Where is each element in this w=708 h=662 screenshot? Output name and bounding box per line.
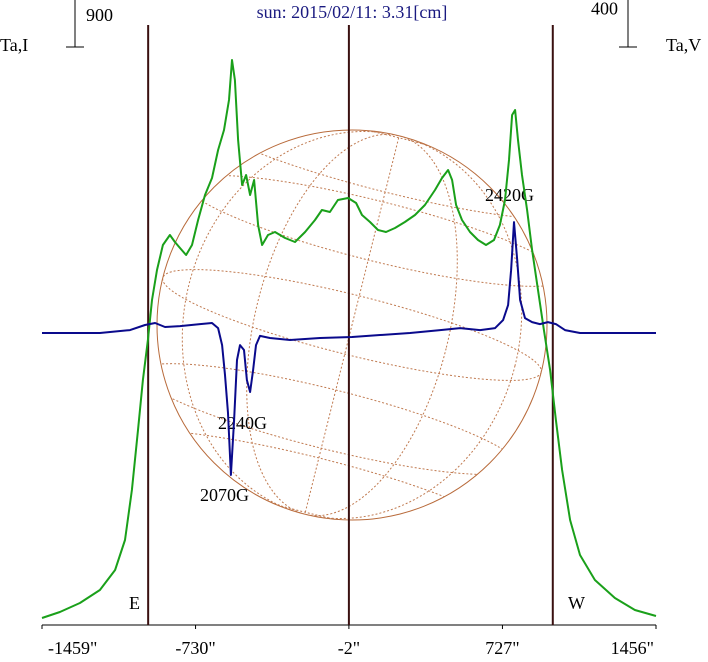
- chart-title: sun: 2015/02/11: 3.31[cm]: [257, 2, 448, 22]
- limb-label: E: [129, 593, 140, 613]
- limb-label: W: [568, 593, 585, 613]
- annotation: 2420G: [485, 185, 534, 205]
- right-axis-label: Ta,V: [666, 35, 701, 55]
- annotation: 2240G: [218, 413, 267, 433]
- scale-bar-label: 400: [591, 0, 618, 19]
- x-tick-label: 1456": [611, 638, 654, 658]
- x-tick-label: -1459": [48, 638, 97, 658]
- series-line: [42, 221, 656, 476]
- x-tick-label: -730": [175, 638, 215, 658]
- x-tick-label: 727": [485, 638, 519, 658]
- left-axis-label: Ta,I: [0, 35, 28, 55]
- x-tick-label: -2": [338, 638, 360, 658]
- series-line: [41, 59, 657, 619]
- annotation: 2070G: [200, 485, 249, 505]
- scale-bar-label: 900: [86, 5, 113, 25]
